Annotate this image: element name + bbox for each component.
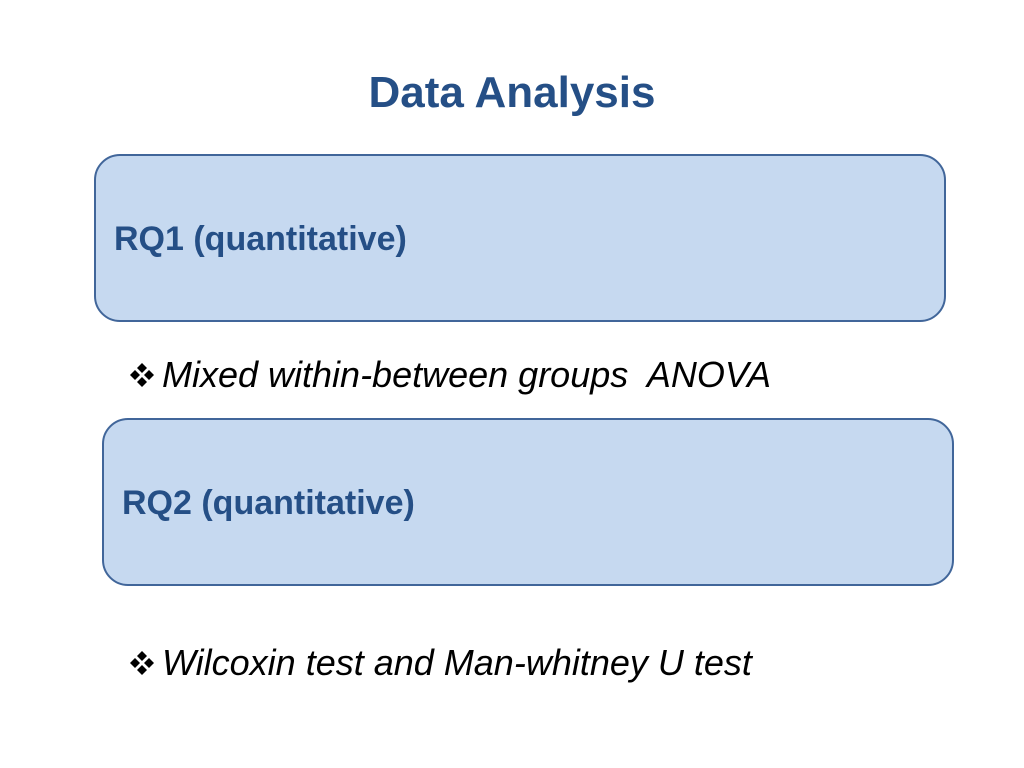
section-label: RQ2 (quantitative)	[122, 484, 415, 522]
section-box: RQ2 (quantitative)	[102, 418, 954, 586]
bullet-item: Mixed within-between groups ANOVA	[124, 354, 771, 396]
bullet-icon	[130, 651, 154, 675]
slide-title: Data Analysis	[368, 68, 656, 117]
bullet-item: Wilcoxin test and Man-whitney U test	[124, 642, 752, 684]
bullet-icon	[130, 363, 154, 387]
bullet-text: Wilcoxin test and Man-whitney U test	[162, 642, 752, 683]
section-label: RQ1 (quantitative)	[114, 220, 407, 258]
section-box: RQ1 (quantitative)	[94, 154, 946, 322]
bullet-text: Mixed within-between groups ANOVA	[162, 354, 771, 395]
